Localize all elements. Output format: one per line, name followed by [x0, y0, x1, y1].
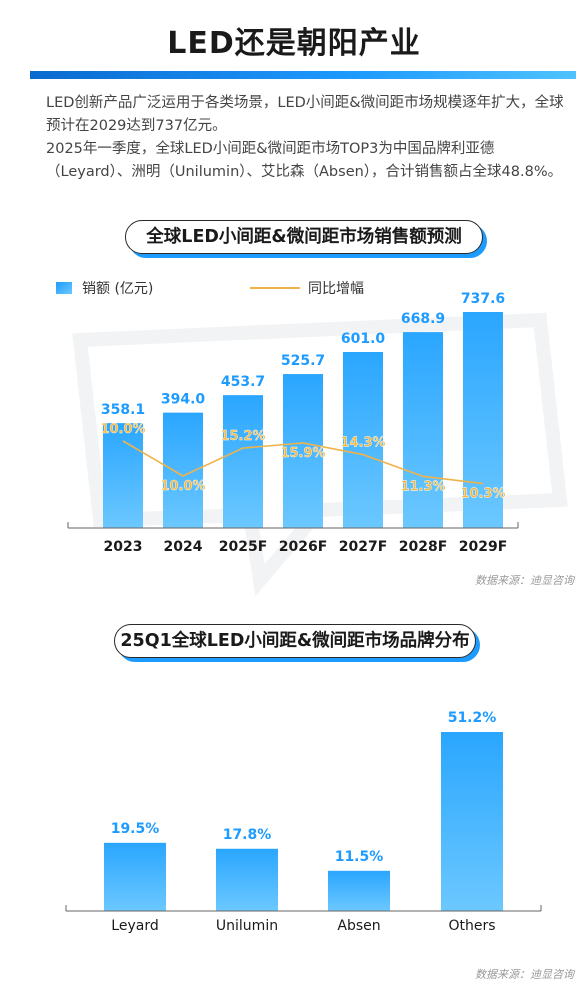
bar-value-label: 525.7	[281, 353, 325, 369]
x-tick-label: 2029F	[459, 539, 508, 555]
bar-2025F	[223, 395, 263, 528]
bar-value-label: 394.0	[161, 392, 206, 408]
x-tick-label: 2024	[164, 539, 203, 555]
brand-share-chart: 19.5% 17.8% 11.5% 51.2% Leyard Unilumin Absen…	[65, 710, 542, 934]
brand-share-chart-title: 25Q1全球LED小间距&微间距市场品牌分布	[114, 624, 476, 658]
bar-value-label: 51.2%	[448, 710, 497, 726]
growth-value-label: 11.3%	[400, 479, 445, 494]
source-note-1: 数据来源：迪显咨询	[475, 574, 574, 587]
intro-text: LED创新产品广泛运用于各类场景，LED小间距&微间距市场规模逐年扩大，全球预计…	[46, 92, 576, 184]
x-tick-label: Leyard	[111, 918, 158, 934]
bar-value-label: 737.6	[461, 291, 505, 307]
bar-value-label: 17.8%	[223, 827, 272, 843]
bar-value-label: 11.5%	[335, 849, 384, 865]
bar-absen	[328, 870, 390, 911]
x-tick-label: 2027F	[339, 539, 388, 555]
bar-value-label: 19.5%	[111, 821, 160, 837]
bar-2027F	[343, 352, 383, 528]
bar-2029F	[463, 312, 503, 528]
bar-2028F	[403, 332, 443, 528]
bar-2026F	[283, 374, 323, 528]
bar-others	[441, 732, 503, 911]
title-underline	[30, 71, 576, 79]
legend-bar-swatch	[56, 282, 72, 294]
bar-value-label: 453.7	[221, 374, 265, 390]
growth-value-label: 15.2%	[220, 429, 265, 444]
growth-value-label: 14.3%	[340, 436, 385, 451]
source-note-2: 数据来源：迪显咨询	[475, 968, 574, 981]
growth-value-label: 10.3%	[460, 487, 505, 502]
x-tick-label: 2023	[104, 539, 143, 555]
x-tick-label: Absen	[337, 918, 380, 934]
x-tick-label: Unilumin	[216, 918, 278, 934]
growth-line	[122, 440, 484, 485]
bar-unilumin	[216, 848, 278, 911]
x-tick-label: Others	[448, 918, 495, 934]
forecast-chart: 销额 (亿元) 同比增幅 358.1 394.0 453.7 525.7 601.0 668…	[56, 281, 519, 555]
x-tick-label: 2028F	[399, 539, 448, 555]
legend-bar-label: 销额 (亿元)	[82, 281, 153, 297]
forecast-chart-title: 全球LED小间距&微间距市场销售额预测	[125, 220, 483, 254]
growth-value-label: 15.9%	[280, 446, 325, 461]
bar-value-label: 358.1	[101, 402, 145, 418]
intro-paragraph-2: 2025年一季度，全球LED小间距&微间距市场TOP3为中国品牌利亚德（Leya…	[46, 141, 563, 180]
page-title: LED还是朝阳产业	[167, 26, 421, 61]
intro-paragraph-1: LED创新产品广泛运用于各类场景，LED小间距&微间距市场规模逐年扩大，全球预计…	[46, 95, 564, 134]
bar-leyard	[104, 842, 166, 911]
bar-2023	[103, 423, 143, 528]
legend-line-label: 同比增幅	[308, 281, 364, 297]
bar-value-label: 668.9	[401, 311, 445, 327]
growth-value-label: 10.0%	[160, 479, 205, 494]
x-tick-label: 2025F	[219, 539, 268, 555]
growth-value-label: 10.0%	[100, 422, 145, 437]
bar-value-label: 601.0	[341, 331, 386, 347]
x-tick-label: 2026F	[279, 539, 328, 555]
